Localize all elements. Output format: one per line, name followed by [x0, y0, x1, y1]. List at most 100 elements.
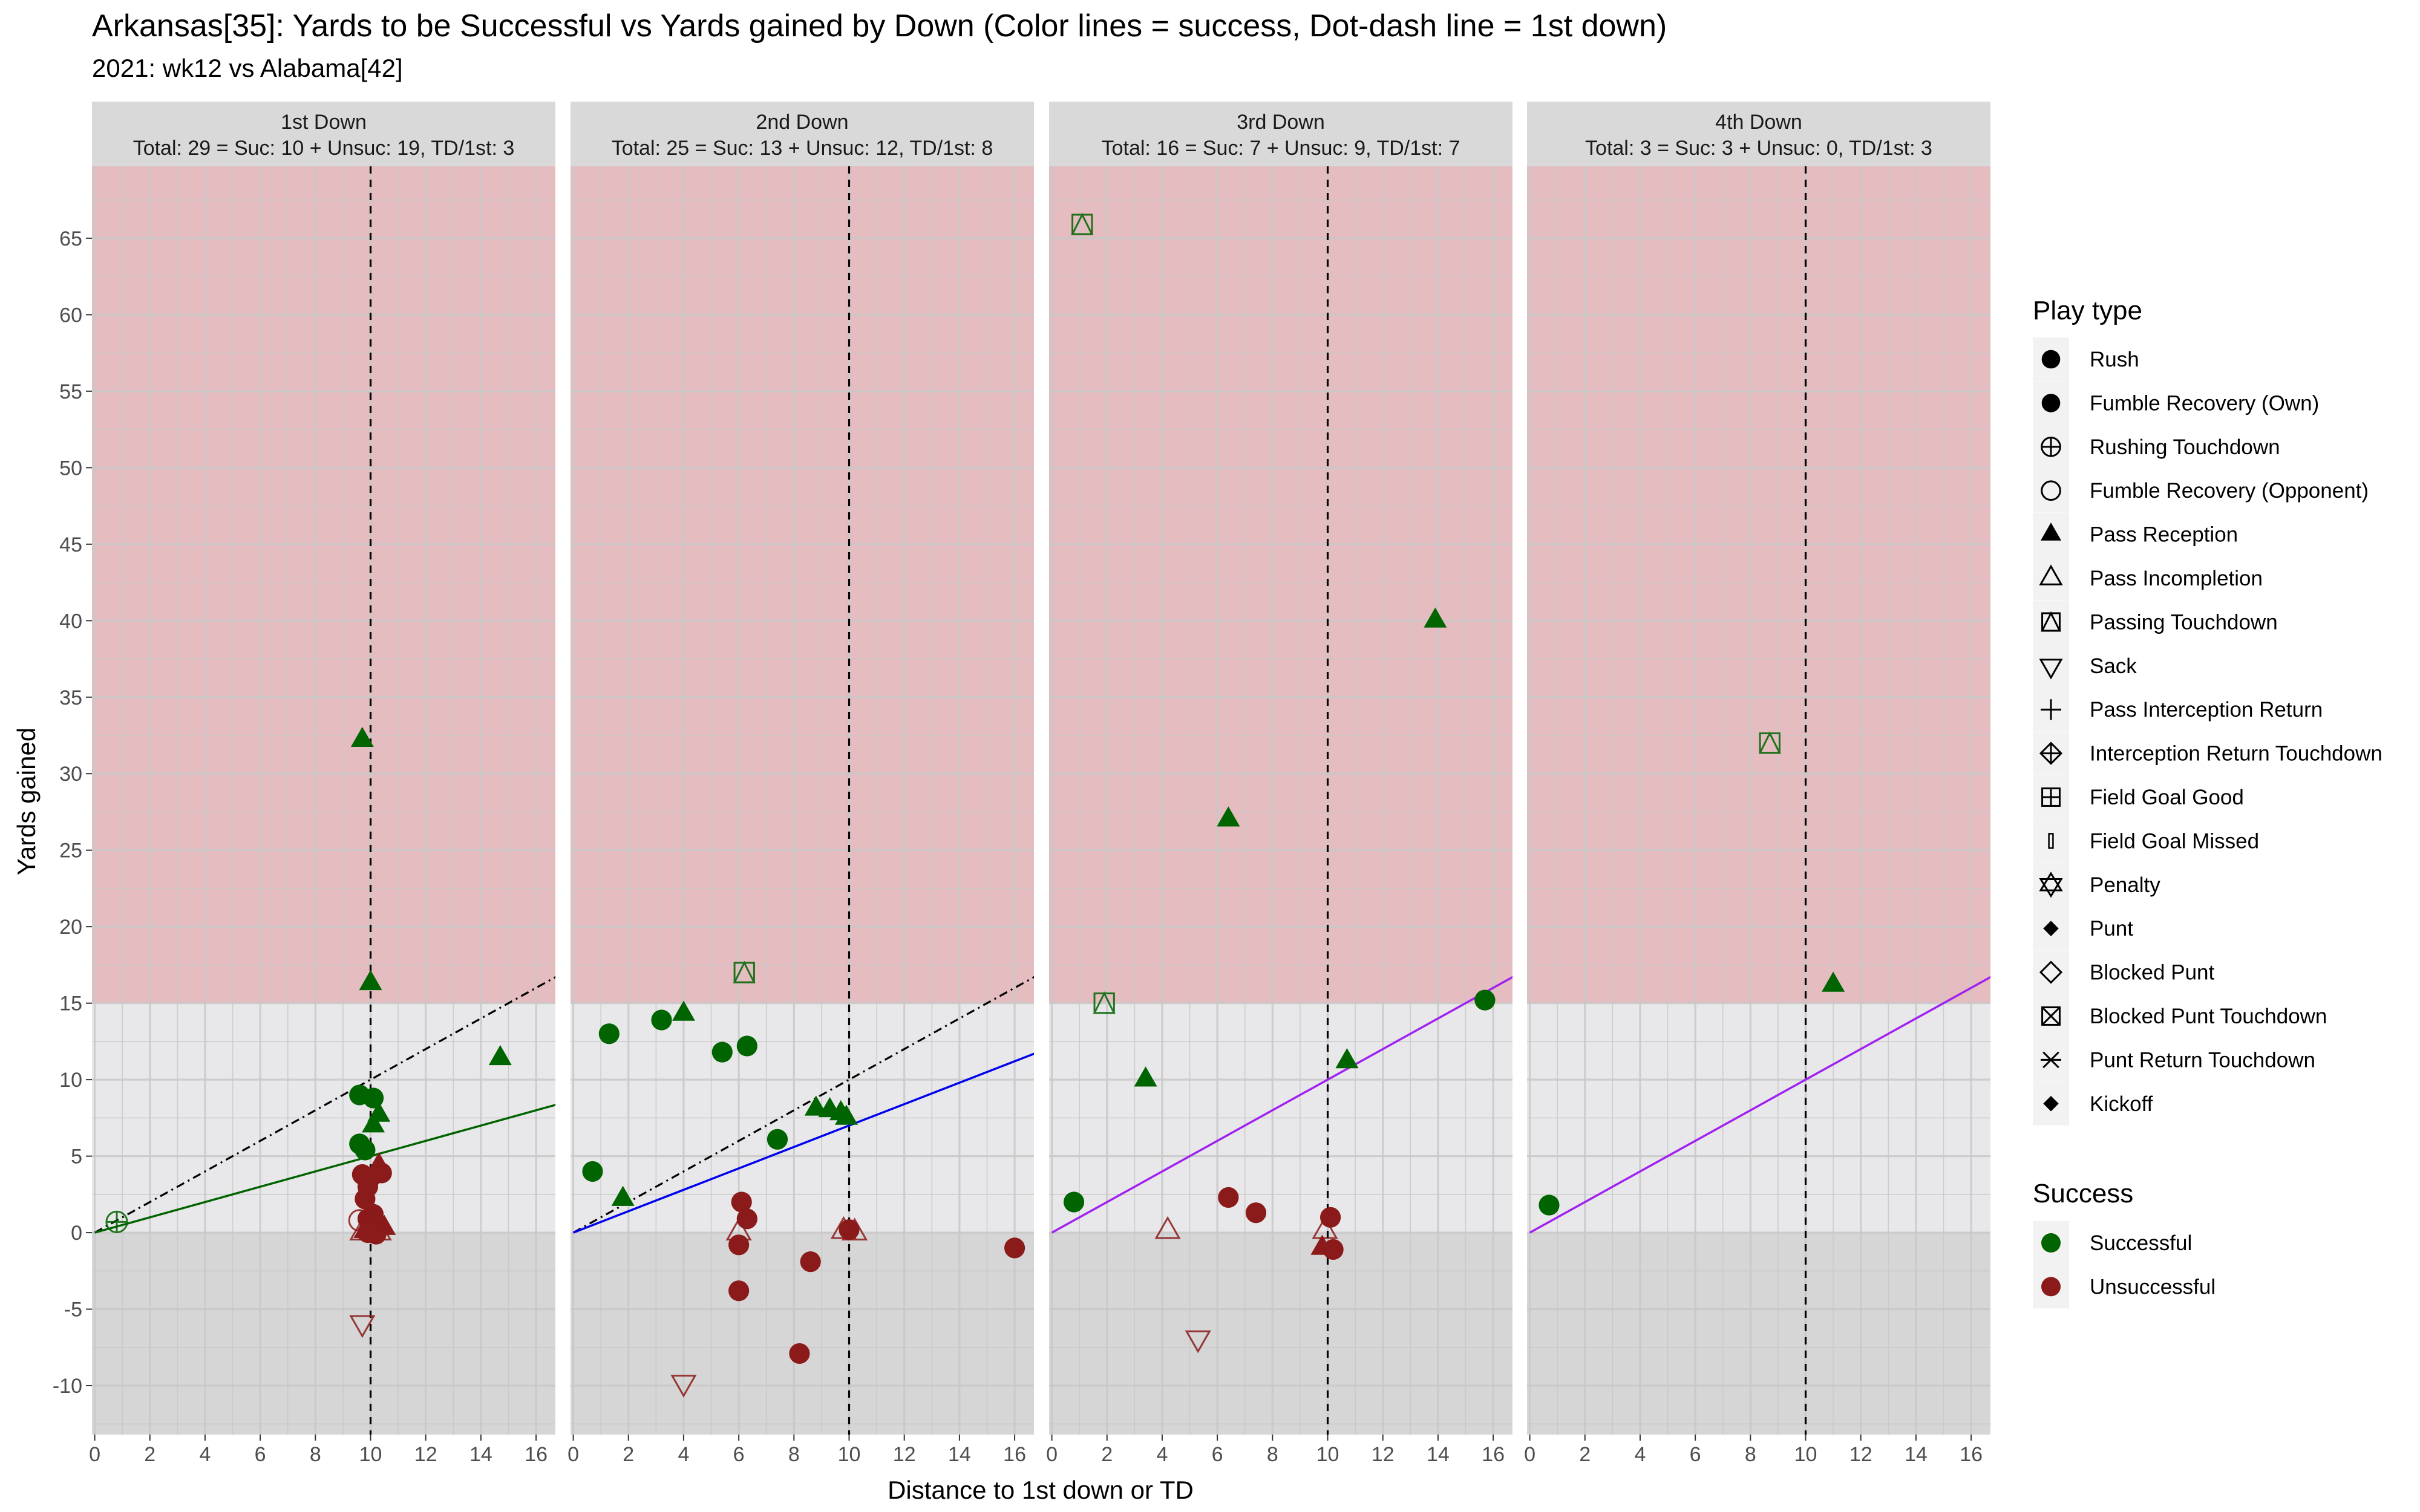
legend-key-interception-return-touchdown [2039, 741, 2063, 765]
x-axis: 0 2 4 6 8 10 12 14 16 [567, 1435, 1026, 1466]
point-rush [711, 1041, 733, 1063]
legend-key-pass-reception [2041, 523, 2061, 541]
legend-key-pass-interception-return [2041, 699, 2061, 720]
point-passing-touchdown [1093, 991, 1116, 1014]
chart-subtitle: 2021: wk12 vs Alabama[42] [92, 54, 403, 82]
x-tick-label: 10 [1794, 1443, 1817, 1466]
x-tick-label: 6 [733, 1443, 745, 1466]
loss-band [1527, 1233, 1990, 1435]
legend-title-success: Success [2033, 1179, 2133, 1208]
point-rush [1323, 1239, 1344, 1260]
x-tick-label: 2 [1101, 1443, 1113, 1466]
x-tick-label: 12 [893, 1443, 916, 1466]
y-axis-title: Yards gained [12, 728, 41, 875]
x-tick-label: 10 [838, 1443, 861, 1466]
point-pass-reception [488, 1044, 512, 1066]
x-tick-label: 16 [525, 1443, 548, 1466]
legend-title-play-type: Play type [2033, 296, 2142, 325]
point-pass-reception [362, 1112, 385, 1133]
loss-band [92, 1233, 555, 1435]
y-tick-label: 25 [59, 839, 82, 862]
legend-key-bg [2033, 950, 2069, 994]
legend-label-penalty: Penalty [2090, 873, 2160, 897]
point-pass-reception [350, 726, 374, 747]
legend-key-blocked-punt [2039, 960, 2063, 984]
high-gain-band [1049, 166, 1512, 1003]
point-rush [598, 1023, 620, 1044]
data-points [105, 726, 512, 1338]
legend-key-rush [2041, 350, 2061, 369]
x-tick-label: 6 [1212, 1443, 1223, 1466]
high-gain-band [1527, 166, 1990, 1003]
legend-label-sack: Sack [2090, 654, 2137, 678]
panel-2: 2nd Down Total: 25 = Suc: 13 + Unsuc: 12,… [567, 102, 1034, 1466]
success-line [572, 1052, 1034, 1234]
x-tick-label: 12 [414, 1443, 437, 1466]
point-rush [1320, 1207, 1341, 1228]
legend-label-interception-return-touchdown: Interception Return Touchdown [2090, 742, 2382, 766]
legend-label-rushing-touchdown: Rushing Touchdown [2090, 435, 2280, 459]
panel-1: 1st Down Total: 29 = Suc: 10 + Unsuc: 19,… [89, 102, 555, 1466]
y-axis: -10 -5 0 5 10 15 20 25 30 35 40 45 50 55 60 65 [53, 227, 92, 1398]
y-tick-label: 20 [59, 916, 82, 939]
legend-key-passing-touchdown [2041, 611, 2061, 632]
first-down-dotdash-line [94, 976, 555, 1234]
x-tick-label: 2 [1579, 1443, 1591, 1466]
point-pass-reception [1822, 971, 1845, 992]
legend-key-blocked-punt-touchdown [2041, 1006, 2061, 1026]
legend-key-field-goal-good [2041, 787, 2061, 807]
x-tick-label: 2 [144, 1443, 155, 1466]
data-points [1539, 731, 1845, 1216]
legend-key-bg [2033, 644, 2069, 688]
point-pass-reception [834, 1104, 858, 1125]
point-rush [728, 1234, 750, 1256]
legend-label-punt-return-touchdown: Punt Return Touchdown [2090, 1048, 2315, 1072]
legend-key-pass-incompletion [2039, 564, 2063, 585]
point-passing-touchdown [1758, 731, 1781, 754]
panel-strip-subtitle: Total: 16 = Suc: 7 + Unsuc: 9, TD/1st: 7 [1102, 137, 1460, 160]
point-pass-incompletion [842, 1217, 868, 1240]
y-tick-label: 65 [59, 227, 82, 250]
point-rush [355, 1139, 376, 1161]
x-tick-label: 16 [1482, 1443, 1505, 1466]
point-rush [1245, 1202, 1267, 1224]
x-axis: 0 2 4 6 8 10 12 14 16 [1524, 1435, 1983, 1466]
panel-strip [1049, 102, 1512, 166]
x-tick-label: 12 [1849, 1443, 1872, 1466]
legend-key-bg [2033, 862, 2069, 907]
gridlines [1049, 166, 1512, 1435]
legend-key-fumble-recovery-own [2041, 394, 2061, 412]
point-pass-incompletion [1154, 1216, 1181, 1239]
x-tick-label: 14 [948, 1443, 971, 1466]
x-tick-label: 8 [1745, 1443, 1756, 1466]
y-tick-label: -10 [53, 1375, 82, 1398]
x-tick-label: 8 [788, 1443, 800, 1466]
x-tick-label: 0 [1046, 1443, 1058, 1466]
panel-strip-subtitle: Total: 29 = Suc: 10 + Unsuc: 19, TD/1st:… [133, 137, 515, 160]
success-line [1051, 976, 1512, 1234]
point-pass-reception [359, 969, 382, 991]
legend-label-successful: Successful [2090, 1231, 2192, 1255]
legend-key-penalty [2039, 872, 2063, 898]
point-rush [1474, 989, 1496, 1011]
x-tick-label: 4 [678, 1443, 689, 1466]
point-pass-reception [804, 1095, 828, 1116]
legend-label-blocked-punt-touchdown: Blocked Punt Touchdown [2090, 1005, 2327, 1028]
legend-key-punt [2043, 921, 2059, 936]
x-tick-label: 0 [89, 1443, 100, 1466]
point-rush [767, 1129, 788, 1150]
y-tick-label: 50 [59, 457, 82, 480]
point-passing-touchdown [733, 960, 756, 983]
point-rush [1218, 1187, 1239, 1208]
point-rush [651, 1009, 672, 1031]
legend-label-punt: Punt [2090, 917, 2133, 940]
success-line [1529, 976, 1990, 1234]
y-tick-label: 35 [59, 686, 82, 709]
x-tick-label: 2 [623, 1443, 634, 1466]
point-sack [1185, 1330, 1211, 1354]
legend-key-fumble-recovery-opponent [2041, 480, 2061, 501]
legend-label-pass-interception-return: Pass Interception Return [2090, 698, 2323, 722]
gridlines [92, 166, 555, 1435]
point-rush [728, 1280, 750, 1302]
x-axis-title: Distance to 1st down or TD [888, 1476, 1194, 1504]
